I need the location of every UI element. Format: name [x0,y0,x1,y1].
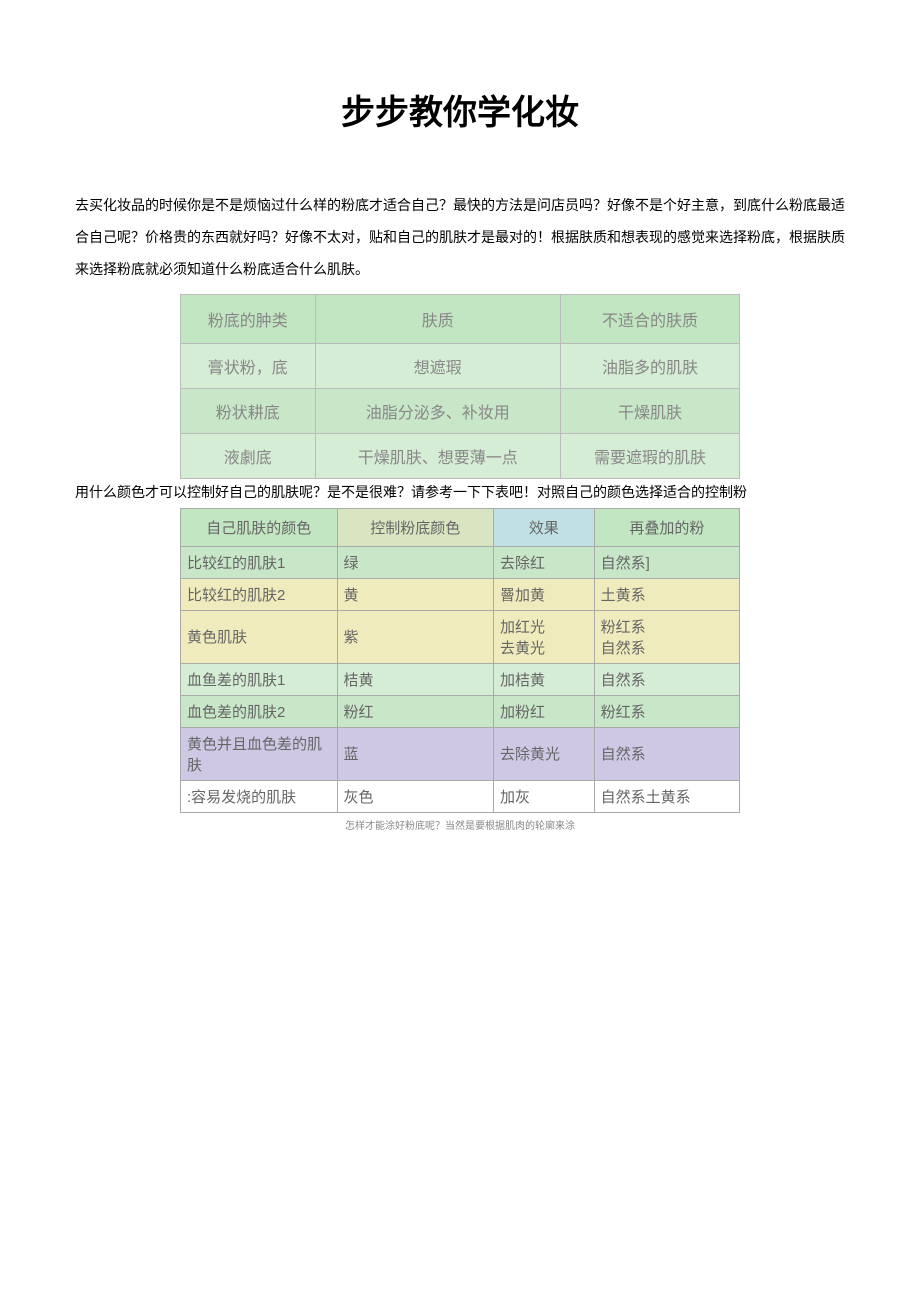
table-row: 黄色肌肤 紫 加红光 去黄光 粉红系 自然系 [181,610,740,663]
table-cell: :容易发烧的肌肤 [181,780,338,812]
table-row: 比较红的肌肤2 黄 罾加黄 土黄系 [181,578,740,610]
table-row: 血鱼差的肌肤1 桔黄 加桔黄 自然系 [181,663,740,695]
table-cell: 干燥肌肤、想要薄一点 [315,433,561,478]
table-row: 粉状耕底 油脂分泌多、补妆用 干燥肌肤 [181,388,740,433]
table-row: 粉底的肿类 肤质 不适合的肤质 [181,294,740,343]
table-header-cell: 不适合的肤质 [561,294,740,343]
table-header-cell: 粉底的肿类 [181,294,316,343]
table-cell: 土黄系 [594,578,739,610]
table-cell: 自然系 [594,727,739,780]
table-cell: 去除黄光 [494,727,595,780]
foundation-type-table: 粉底的肿类 肤质 不适合的肤质 膏状粉，底 想遮瑕 油脂多的肌肤 粉状耕底 油脂… [180,294,740,479]
table-cell: 油脂多的肌肤 [561,343,740,388]
table-cell: 黄 [337,578,494,610]
table-header-cell: 控制粉底颜色 [337,508,494,546]
table-cell: 加桔黄 [494,663,595,695]
table-cell: 去除红 [494,546,595,578]
table-cell: 血鱼差的肌肤1 [181,663,338,695]
table-cell: 紫 [337,610,494,663]
page-title: 步步教你学化妆 [75,85,845,134]
table-cell: 血色差的肌肤2 [181,695,338,727]
table-cell: 自然系] [594,546,739,578]
table-cell: 比较红的肌肤1 [181,546,338,578]
table-cell: 膏状粉，底 [181,343,316,388]
table-cell: 桔黄 [337,663,494,695]
table-cell: 比较红的肌肤2 [181,578,338,610]
table-cell: 粉红 [337,695,494,727]
table-row: 液劇底 干燥肌肤、想要薄一点 需要遮瑕的肌肤 [181,433,740,478]
table-cell: 绿 [337,546,494,578]
table-header-cell: 效果 [494,508,595,546]
table-cell: 粉红系 [594,695,739,727]
table-row: 自己肌肤的颜色 控制粉底颜色 效果 再叠加的粉 [181,508,740,546]
table-cell: 自然系土黄系 [594,780,739,812]
table-header-cell: 自己肌肤的颜色 [181,508,338,546]
footer-note: 怎样才能涂好粉底呢？当然是要根据肌肉的轮廓来涂 [75,817,845,832]
table-header-cell: 再叠加的粉 [594,508,739,546]
table-row: 比较红的肌肤1 绿 去除红 自然系] [181,546,740,578]
table-cell: 加灰 [494,780,595,812]
table-header-cell: 肤质 [315,294,561,343]
table-cell: 加粉红 [494,695,595,727]
table-cell: 液劇底 [181,433,316,478]
table-row: :容易发烧的肌肤 灰色 加灰 自然系土黄系 [181,780,740,812]
table-cell: 罾加黄 [494,578,595,610]
table-cell: 灰色 [337,780,494,812]
table-cell: 需要遮瑕的肌肤 [561,433,740,478]
table-cell: 自然系 [594,663,739,695]
table-row: 血色差的肌肤2 粉红 加粉红 粉红系 [181,695,740,727]
table-cell: 干燥肌肤 [561,388,740,433]
table-cell: 加红光 去黄光 [494,610,595,663]
intro-paragraph: 去买化妆品的时候你是不是烦恼过什么样的粉底才适合自己？最快的方法是问店员吗？好像… [75,189,845,286]
table-cell: 油脂分泌多、补妆用 [315,388,561,433]
table-cell: 黄色肌肤 [181,610,338,663]
table-row: 黄色并且血色差的肌肤 蓝 去除黄光 自然系 [181,727,740,780]
table-row: 膏状粉，底 想遮瑕 油脂多的肌肤 [181,343,740,388]
table-cell: 粉状耕底 [181,388,316,433]
table-cell: 黄色并且血色差的肌肤 [181,727,338,780]
table-cell: 想遮瑕 [315,343,561,388]
table-cell: 蓝 [337,727,494,780]
table-cell: 粉红系 自然系 [594,610,739,663]
color-control-table: 自己肌肤的颜色 控制粉底颜色 效果 再叠加的粉 比较红的肌肤1 绿 去除红 自然… [180,508,740,813]
mid-paragraph: 用什么颜色才可以控制好自己的肌肤呢？是不是很难？请参考一下下表吧！对照自己的颜色… [75,481,845,503]
